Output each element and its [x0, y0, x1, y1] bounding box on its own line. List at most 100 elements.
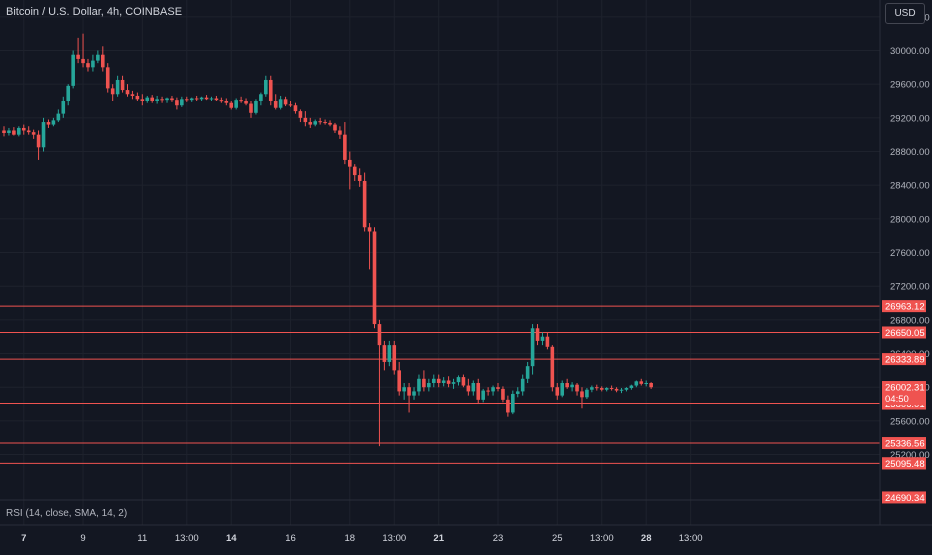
candle-body	[160, 99, 164, 101]
candle	[599, 386, 604, 392]
candle	[130, 90, 135, 100]
candle	[41, 117, 46, 152]
candle-body	[333, 124, 337, 131]
time-tick-label: 9	[80, 533, 85, 544]
symbol-title[interactable]: Bitcoin / U.S. Dollar, 4h, COINBASE	[6, 6, 183, 18]
candle	[624, 387, 629, 392]
candle-body	[175, 100, 179, 106]
candle	[12, 127, 16, 136]
level-price-tag-bg	[882, 437, 926, 450]
candle	[189, 97, 194, 102]
price-tick-label: 28000.00	[890, 214, 930, 225]
candle	[81, 33, 85, 68]
price-tick-label: 27600.00	[890, 248, 930, 259]
candle-body	[239, 100, 243, 102]
candle-body	[367, 227, 372, 232]
rsi-indicator-label[interactable]: RSI (14, close, SMA, 14, 2)	[6, 508, 128, 519]
candle	[155, 95, 159, 104]
candle	[451, 378, 456, 389]
candle-body	[446, 380, 451, 384]
candle	[590, 385, 594, 393]
candle	[382, 340, 387, 371]
candle-body	[318, 121, 322, 123]
level-price-tag-label: 26333.89	[885, 355, 925, 366]
candle-body	[209, 98, 214, 100]
candle	[644, 380, 648, 387]
candle-body	[486, 390, 490, 392]
candle	[219, 97, 224, 103]
time-tick-label: 13:00	[382, 533, 406, 544]
candle-body	[140, 99, 145, 102]
level-price-tag: 26650.05	[882, 326, 926, 339]
candle	[377, 319, 382, 447]
candle-body	[511, 393, 515, 413]
candle	[604, 387, 609, 392]
candle	[17, 126, 21, 137]
candle	[609, 385, 614, 391]
time-tick-label: 13:00	[175, 533, 199, 544]
candle-body	[165, 98, 169, 101]
candle	[476, 378, 481, 405]
candle-body	[17, 127, 21, 135]
level-price-tag-bg	[882, 326, 926, 339]
candle-body	[298, 111, 303, 118]
candle-body	[590, 387, 594, 390]
candle-body	[377, 324, 382, 346]
candle-body	[496, 387, 500, 389]
time-tick-label: 16	[285, 533, 296, 544]
candle-body	[530, 328, 535, 367]
candle-body	[244, 101, 248, 104]
candle	[145, 95, 150, 103]
time-tick-label: 13:00	[590, 533, 614, 544]
candle	[239, 96, 243, 103]
candle-body	[634, 381, 639, 386]
candle	[639, 378, 644, 386]
candle-body	[66, 85, 71, 102]
candle	[427, 378, 431, 392]
candle-body	[12, 130, 16, 135]
candle-body	[520, 378, 525, 392]
candle	[264, 75, 268, 97]
candle	[422, 370, 426, 392]
candle-body	[61, 101, 66, 114]
candle-body	[135, 95, 140, 100]
candle-body	[476, 382, 481, 400]
candle	[496, 382, 500, 392]
candle-body	[170, 98, 174, 101]
candle	[165, 97, 169, 103]
candle-body	[293, 105, 298, 112]
candle-body	[624, 388, 629, 390]
candle-body	[26, 130, 31, 133]
current-price-tag-label: 24690.34	[885, 493, 925, 504]
candle-body	[7, 130, 11, 133]
candle-body	[264, 79, 268, 95]
candle-body	[91, 60, 95, 68]
currency-button[interactable]: USD	[885, 3, 925, 24]
candle-body	[313, 121, 318, 125]
candle	[7, 127, 11, 136]
candle-body	[412, 391, 416, 396]
candle-body	[180, 99, 184, 106]
candle-body	[204, 97, 209, 100]
candle	[170, 95, 174, 102]
candle	[125, 84, 130, 97]
candle-body	[348, 159, 352, 167]
candle	[56, 109, 61, 123]
candle-body	[525, 366, 530, 379]
time-tick-label: 7	[21, 533, 26, 544]
candle-body	[268, 79, 273, 102]
candle	[352, 164, 357, 181]
candle	[515, 387, 520, 398]
candle-body	[595, 387, 599, 389]
candle	[540, 332, 545, 346]
candle-body	[422, 378, 426, 388]
candle-body	[125, 90, 130, 95]
current-price-tag-bg	[882, 457, 926, 470]
candle	[446, 376, 451, 388]
candle	[486, 387, 490, 396]
time-tick-label: 25	[552, 533, 563, 544]
candle	[575, 382, 579, 396]
current-price-tag-label: 25095.48	[885, 459, 925, 470]
